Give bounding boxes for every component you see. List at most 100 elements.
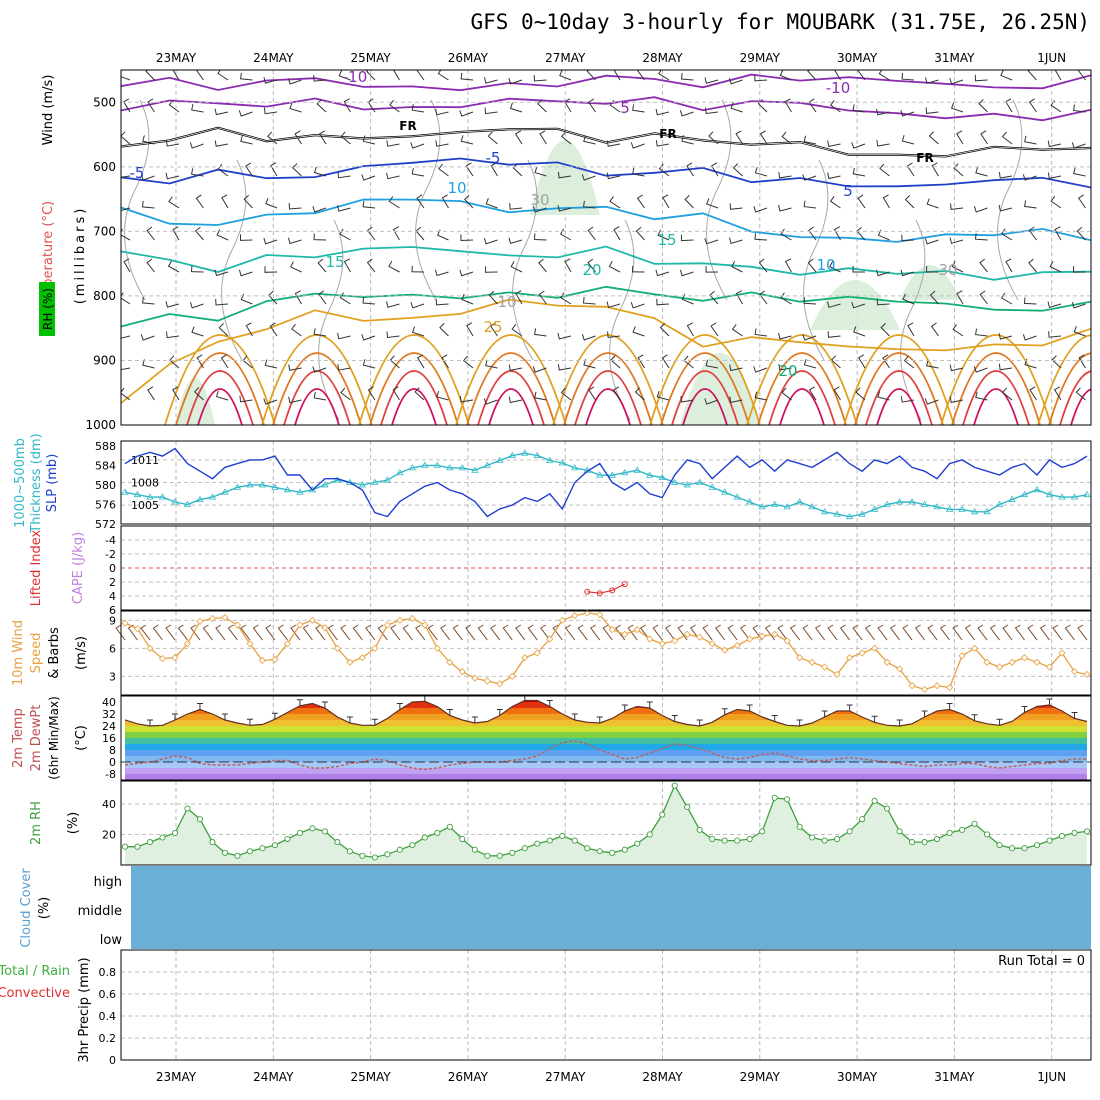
thickness-point bbox=[733, 493, 741, 500]
wind-barb bbox=[142, 359, 155, 369]
wind-barb bbox=[557, 205, 572, 212]
wind-barb bbox=[267, 131, 278, 145]
wind-speed-point bbox=[308, 616, 316, 624]
date-label-bottom: 27MAY bbox=[545, 1070, 586, 1084]
lifted-index-tick-label: 6 bbox=[109, 604, 116, 617]
wind-speed-point bbox=[346, 658, 354, 666]
isotherm-line bbox=[121, 198, 1091, 243]
wind-barb bbox=[146, 226, 155, 241]
wind-barb bbox=[852, 167, 866, 177]
wind-barb bbox=[998, 204, 1013, 212]
wind-barb-10m bbox=[964, 624, 975, 641]
wind-axis-label-1: 10m Wind bbox=[11, 620, 26, 686]
wind-barb bbox=[416, 354, 425, 369]
wind-barb-10m bbox=[864, 624, 876, 641]
isotherm-line bbox=[121, 96, 1091, 122]
wind-barb bbox=[779, 70, 792, 81]
wind-barb bbox=[949, 237, 964, 244]
wind-barb bbox=[483, 398, 498, 405]
wind-barb bbox=[827, 331, 841, 338]
wind-barb bbox=[876, 108, 890, 116]
wind-barb-10m bbox=[552, 624, 563, 641]
wind-barb bbox=[704, 398, 719, 405]
wind-barb-10m bbox=[115, 624, 126, 641]
wind-barb-10m bbox=[365, 624, 376, 641]
thickness-point bbox=[1070, 493, 1079, 500]
wind-barb bbox=[511, 324, 523, 337]
wind-barb bbox=[147, 386, 155, 401]
rh-point bbox=[684, 803, 691, 811]
wind-barb-10m bbox=[502, 624, 513, 641]
wind-barb bbox=[533, 74, 547, 82]
rh-point bbox=[584, 845, 591, 852]
wind-barb bbox=[830, 355, 841, 369]
wind-speed-point bbox=[158, 655, 167, 663]
thickness-point bbox=[783, 503, 791, 510]
wind-barb bbox=[214, 140, 229, 147]
wind-barb bbox=[386, 301, 400, 308]
isotherm-dome bbox=[272, 352, 362, 425]
wind-barb bbox=[731, 261, 743, 273]
rh-shaded-area bbox=[900, 265, 960, 300]
wind-barb bbox=[121, 131, 131, 145]
wind-speed-point bbox=[596, 611, 604, 619]
wind-barb bbox=[361, 174, 376, 181]
wind-speed-point bbox=[1083, 670, 1091, 679]
wind-barb bbox=[925, 265, 939, 273]
wind-speed-point bbox=[483, 677, 491, 685]
wind-barb bbox=[953, 163, 964, 177]
contour-label: 25 bbox=[483, 318, 502, 336]
wind-barb bbox=[632, 326, 645, 337]
minmax-marker bbox=[446, 709, 453, 716]
wind-barb bbox=[441, 194, 449, 209]
slp-line bbox=[124, 447, 1088, 518]
wind-barb bbox=[759, 130, 768, 145]
wind-barb bbox=[121, 367, 131, 371]
wind-barb bbox=[587, 258, 596, 273]
thickness-point bbox=[396, 468, 404, 476]
wind-barb-10m bbox=[177, 624, 188, 641]
wind-barb bbox=[508, 78, 523, 85]
wind-speed-point bbox=[558, 616, 566, 624]
wind-barb-10m bbox=[777, 624, 788, 641]
date-label-top: 29MAY bbox=[740, 51, 781, 65]
rh-shaded-area bbox=[530, 140, 600, 215]
rh-point bbox=[359, 852, 366, 859]
thickness-point bbox=[908, 498, 916, 505]
isotherm-dome bbox=[649, 334, 761, 425]
wind-speed-point bbox=[171, 654, 179, 662]
wind-barb-10m bbox=[140, 624, 151, 641]
thickness-tick-label: 572 bbox=[95, 518, 116, 531]
wind-barb-10m bbox=[565, 624, 576, 641]
temperature-band bbox=[125, 708, 1087, 714]
minmax-marker bbox=[671, 715, 678, 722]
thickness-tick-label: 576 bbox=[95, 498, 116, 511]
wind-barb bbox=[313, 166, 327, 177]
wind-barb bbox=[191, 326, 204, 337]
rh-point bbox=[959, 826, 966, 833]
wind-barb bbox=[243, 194, 253, 209]
minmax-marker bbox=[346, 716, 353, 723]
wind-barb bbox=[1023, 297, 1037, 305]
wind-tick-label: 6 bbox=[109, 642, 116, 655]
wind-barb bbox=[656, 391, 670, 401]
wind-barb bbox=[168, 196, 180, 209]
wind-barb bbox=[657, 229, 670, 241]
wind-speed-point bbox=[133, 625, 142, 633]
rh-point bbox=[796, 823, 803, 830]
wind-barb bbox=[366, 226, 376, 241]
wind-barb bbox=[951, 261, 964, 273]
minmax-marker bbox=[496, 709, 503, 716]
isotherm-dome bbox=[380, 370, 448, 425]
wind-barb bbox=[926, 198, 939, 209]
wind-barb bbox=[191, 168, 204, 177]
wind-barb-10m bbox=[952, 624, 963, 641]
wind-barb bbox=[781, 387, 792, 401]
temperature-band bbox=[125, 768, 1087, 774]
wind-barb bbox=[515, 290, 523, 305]
precip-tick-label: 0.6 bbox=[99, 988, 117, 1001]
wind-barb bbox=[484, 107, 498, 115]
lifted-index-tick-label: 2 bbox=[109, 576, 116, 589]
thickness-point bbox=[1008, 495, 1016, 502]
thickness-point bbox=[920, 500, 929, 507]
